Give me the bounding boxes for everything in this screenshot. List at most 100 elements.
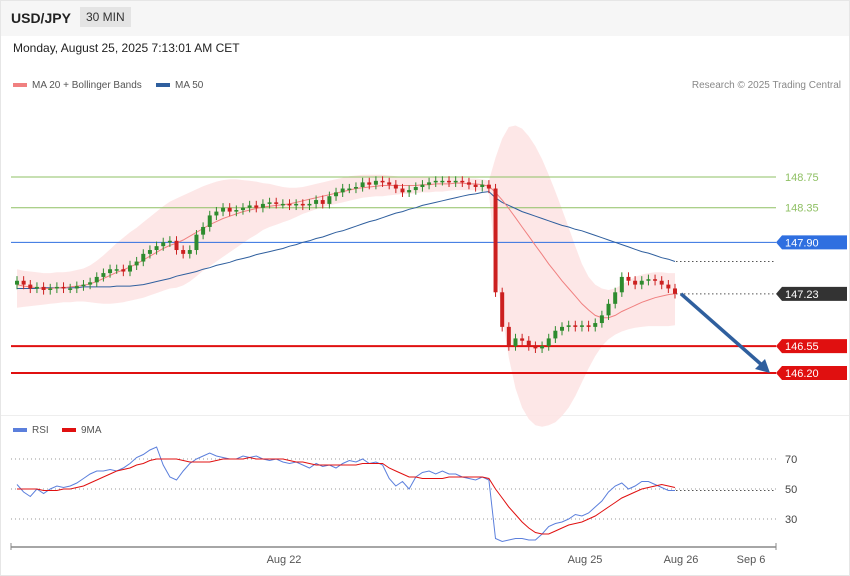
candle-body	[340, 188, 345, 193]
level-tag-147.90	[776, 235, 847, 250]
candle-body	[619, 276, 624, 293]
candle-body	[81, 284, 86, 287]
candle-body	[566, 325, 571, 327]
candle-body	[453, 180, 458, 183]
candle-body	[480, 184, 485, 187]
candle-body	[606, 303, 611, 316]
candle-body	[314, 200, 319, 204]
candle-body	[593, 323, 598, 327]
candle-body	[127, 265, 132, 272]
candle-body	[347, 188, 352, 191]
candle-body	[639, 280, 644, 285]
candle-body	[254, 205, 259, 208]
candle-body	[247, 205, 252, 208]
candle-body	[240, 207, 245, 211]
candle-body	[407, 190, 412, 193]
timeframe-badge[interactable]: 30 MIN	[80, 7, 131, 27]
candle-body	[513, 338, 518, 347]
x-tick-aug-25: Aug 25	[568, 554, 603, 566]
candle-body	[41, 286, 46, 290]
candle-body	[267, 202, 272, 204]
chart-datetime: Monday, August 25, 2025 7:13:01 AM CET	[13, 41, 240, 55]
candle-body	[466, 182, 471, 185]
ma9-swatch	[62, 428, 76, 433]
legend-rsi: RSI	[13, 425, 49, 436]
level-tag-147.23	[776, 286, 847, 301]
rsi-tick-30: 30	[785, 514, 797, 526]
candle-body	[400, 188, 405, 193]
candle-body	[227, 207, 232, 212]
ma20-legend-label: MA 20 + Bollinger Bands	[32, 80, 142, 91]
rsi-legend-label: RSI	[32, 425, 49, 436]
candle-body	[28, 284, 33, 289]
candle-body	[653, 279, 658, 281]
candle-body	[493, 188, 498, 293]
candle-body	[48, 288, 53, 290]
currency-pair-title: USD/JPY	[11, 10, 71, 26]
candle-body	[234, 210, 239, 212]
candle-body	[307, 203, 312, 206]
candle-body	[108, 269, 113, 274]
candle-body	[393, 184, 398, 189]
candle-body	[114, 269, 119, 271]
ma20-swatch	[13, 83, 27, 88]
candle-body	[141, 253, 146, 262]
candle-body	[327, 196, 332, 204]
candle-body	[460, 180, 465, 183]
candle-body	[560, 326, 565, 331]
level-label-146.55: 146.55	[785, 341, 819, 353]
legend-ma20: MA 20 + Bollinger Bands	[13, 80, 142, 91]
x-tick-aug-22: Aug 22	[267, 554, 302, 566]
candle-body	[420, 184, 425, 187]
candle-body	[167, 240, 172, 243]
candle-body	[214, 211, 219, 216]
candle-body	[21, 280, 26, 285]
candle-body	[15, 280, 19, 285]
candle-body	[121, 269, 126, 272]
research-credit: Research © 2025 Trading Central	[691, 80, 841, 91]
level-label-148.35: 148.35	[785, 203, 819, 215]
forecast-arrow-shaft	[679, 292, 765, 368]
candle-body	[147, 250, 152, 254]
level-label-146.20: 146.20	[785, 368, 819, 380]
candle-body	[586, 325, 591, 327]
candle-body	[633, 280, 638, 285]
candle-body	[174, 240, 179, 251]
candle-body	[546, 338, 551, 347]
candle-body	[387, 182, 392, 185]
candle-body	[440, 180, 445, 183]
candle-body	[673, 288, 677, 294]
candle-body	[613, 292, 618, 304]
candle-body	[68, 288, 73, 290]
candle-body	[380, 180, 385, 183]
candle-body	[626, 276, 631, 281]
candle-body	[194, 234, 199, 251]
candle-body	[360, 182, 365, 187]
candle-body	[207, 215, 212, 227]
candle-body	[526, 340, 531, 347]
candle-body	[666, 284, 671, 289]
ma20-line	[16, 182, 676, 319]
x-tick-aug-26: Aug 26	[664, 554, 699, 566]
candle-body	[367, 182, 372, 185]
candle-body	[540, 346, 545, 349]
candle-body	[500, 292, 505, 327]
candle-body	[473, 184, 478, 187]
candle-body	[334, 192, 339, 197]
forecast-arrow-head	[755, 359, 770, 373]
candle-body	[533, 346, 538, 349]
candle-body	[201, 226, 206, 235]
rsi-tick-70: 70	[785, 454, 797, 466]
candle-body	[221, 207, 226, 212]
candle-body	[154, 246, 159, 251]
candle-body	[274, 202, 279, 204]
rsi-swatch	[13, 428, 27, 433]
candle-body	[573, 325, 578, 327]
candle-body	[294, 203, 299, 206]
candle-body	[433, 180, 438, 183]
candle-body	[520, 338, 525, 341]
rsi-tick-50: 50	[785, 484, 797, 496]
level-label-147.23: 147.23	[785, 289, 819, 301]
candle-body	[161, 242, 166, 247]
